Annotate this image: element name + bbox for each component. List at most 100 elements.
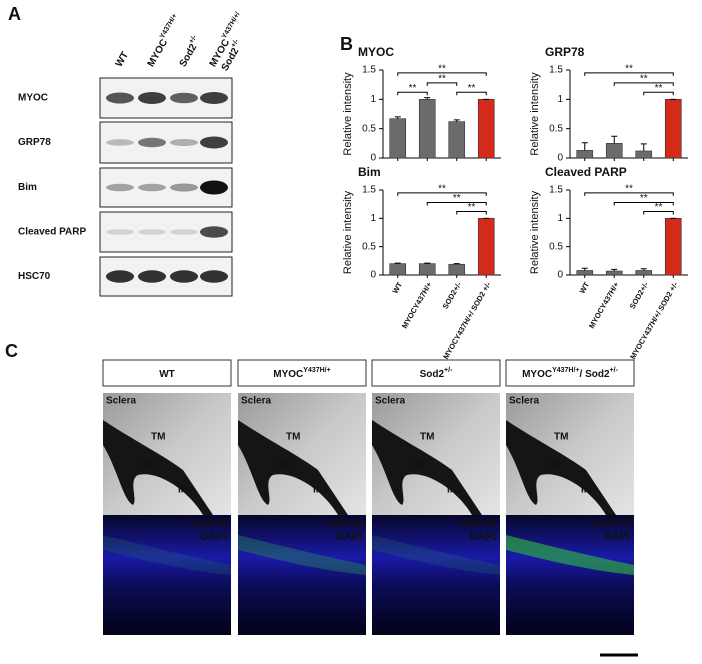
- significance-bracket: [397, 91, 428, 96]
- stain-label: DAPI: [201, 531, 227, 543]
- header-sup: +/-: [444, 367, 453, 374]
- error-bar: [581, 267, 588, 271]
- chart-title: MYOC: [358, 45, 394, 59]
- significance-label: **: [655, 202, 663, 213]
- blot-band: [200, 270, 228, 283]
- tissue-label: CB: [544, 460, 558, 471]
- green-signal: [238, 535, 366, 575]
- bar: [664, 218, 682, 276]
- panel-label: A: [8, 4, 21, 24]
- y-axis-label: Relative intensity: [529, 190, 541, 274]
- tissue-shape: [103, 420, 213, 515]
- stain-label: DAPI: [336, 531, 362, 543]
- stain-label: DAPI: [604, 531, 630, 543]
- y-tick-label: 0: [557, 153, 563, 164]
- blot-band: [200, 136, 228, 149]
- stain-label: GRP78: [594, 518, 630, 530]
- x-tick-label: WT: [578, 280, 592, 295]
- blot-band: [170, 229, 198, 235]
- significance-bracket: [397, 192, 487, 196]
- blot-band: [138, 183, 166, 192]
- column-header-box: [505, 359, 635, 387]
- stain-label: GRP78: [191, 518, 227, 530]
- bar: [576, 150, 594, 159]
- blot-band: [106, 270, 134, 283]
- tissue-label: CB: [276, 460, 290, 471]
- panel-label: B: [340, 34, 353, 54]
- significance-label: **: [625, 64, 633, 75]
- bar: [448, 121, 466, 159]
- y-tick-label: 0.5: [549, 123, 563, 134]
- y-tick-label: 1.5: [362, 65, 376, 76]
- tissue-shape: [238, 420, 348, 515]
- tissue-label: Iris: [178, 485, 193, 496]
- error-bar: [394, 262, 401, 264]
- significance-bracket: [584, 192, 674, 196]
- tissue-label: TM: [151, 432, 165, 443]
- column-header: WT: [113, 50, 130, 69]
- y-tick-label: 0: [557, 270, 563, 281]
- column-header-box: [237, 359, 367, 387]
- blot-band: [170, 139, 198, 146]
- header-sup: +/-: [230, 37, 241, 48]
- x-tick-label: SOD2+/-: [628, 280, 651, 310]
- y-tick-label: 0: [370, 153, 376, 164]
- error-bar: [424, 262, 431, 264]
- bar: [418, 99, 436, 159]
- bar: [576, 270, 594, 276]
- bar: [635, 150, 653, 159]
- fluorescence-image: [238, 515, 366, 635]
- y-tick-label: 1.5: [362, 185, 376, 196]
- column-header-box: [102, 359, 232, 387]
- bar: [418, 263, 436, 276]
- header-base: Sod2: [420, 369, 445, 380]
- chart-title: Bim: [358, 165, 381, 179]
- error-bar: [394, 116, 401, 119]
- tissue-label: Iris: [581, 485, 596, 496]
- header-sup: Y437H/+: [303, 367, 330, 374]
- header-sup: Y437H/+: [159, 13, 179, 40]
- column-header-box: [371, 359, 501, 387]
- header-sup: +/-: [610, 367, 619, 374]
- column-header: MYOCY437H/+: [273, 367, 330, 380]
- x-tick-label: SOD2+/-: [441, 280, 464, 310]
- blot-band: [138, 229, 166, 235]
- y-tick-label: 1: [557, 94, 563, 105]
- tissue-shape: [372, 420, 482, 515]
- blot-band: [138, 92, 166, 104]
- blot-band: [138, 137, 166, 148]
- x-tick-label: WT: [391, 280, 405, 295]
- header-sup: Y437H/+/: [221, 11, 242, 40]
- significance-label: **: [655, 83, 663, 94]
- significance-label: **: [468, 83, 476, 94]
- y-tick-label: 1: [557, 213, 563, 224]
- significance-label: **: [409, 83, 417, 94]
- significance-bracket: [643, 211, 674, 215]
- column-header: MYOCY437H/+/ Sod2+/-: [522, 367, 618, 380]
- y-tick-label: 0.5: [362, 123, 376, 134]
- green-signal: [103, 535, 231, 575]
- significance-label: **: [438, 64, 446, 75]
- y-tick-label: 1: [370, 213, 376, 224]
- significance-bracket: [456, 91, 487, 96]
- significance-bracket: [643, 91, 674, 96]
- bar: [605, 270, 623, 276]
- significance-bracket: [613, 201, 674, 206]
- tissue-label: Iris: [447, 485, 462, 496]
- bar: [448, 263, 466, 276]
- header-base: MYOC: [522, 369, 552, 380]
- error-bar: [581, 142, 588, 151]
- row-label: Cleaved PARP: [18, 227, 87, 238]
- column-header: WT: [159, 369, 175, 380]
- row-label: MYOC: [18, 93, 48, 104]
- blot-band: [170, 270, 198, 283]
- y-tick-label: 0.5: [549, 241, 563, 252]
- significance-label: **: [625, 183, 633, 194]
- x-tick-label: MYOCY437H/+: [400, 280, 434, 330]
- significance-label: **: [468, 202, 476, 213]
- bar: [635, 270, 653, 276]
- blot-band: [138, 270, 166, 283]
- error-bar: [453, 263, 460, 265]
- header-base: Sod2: [177, 42, 199, 69]
